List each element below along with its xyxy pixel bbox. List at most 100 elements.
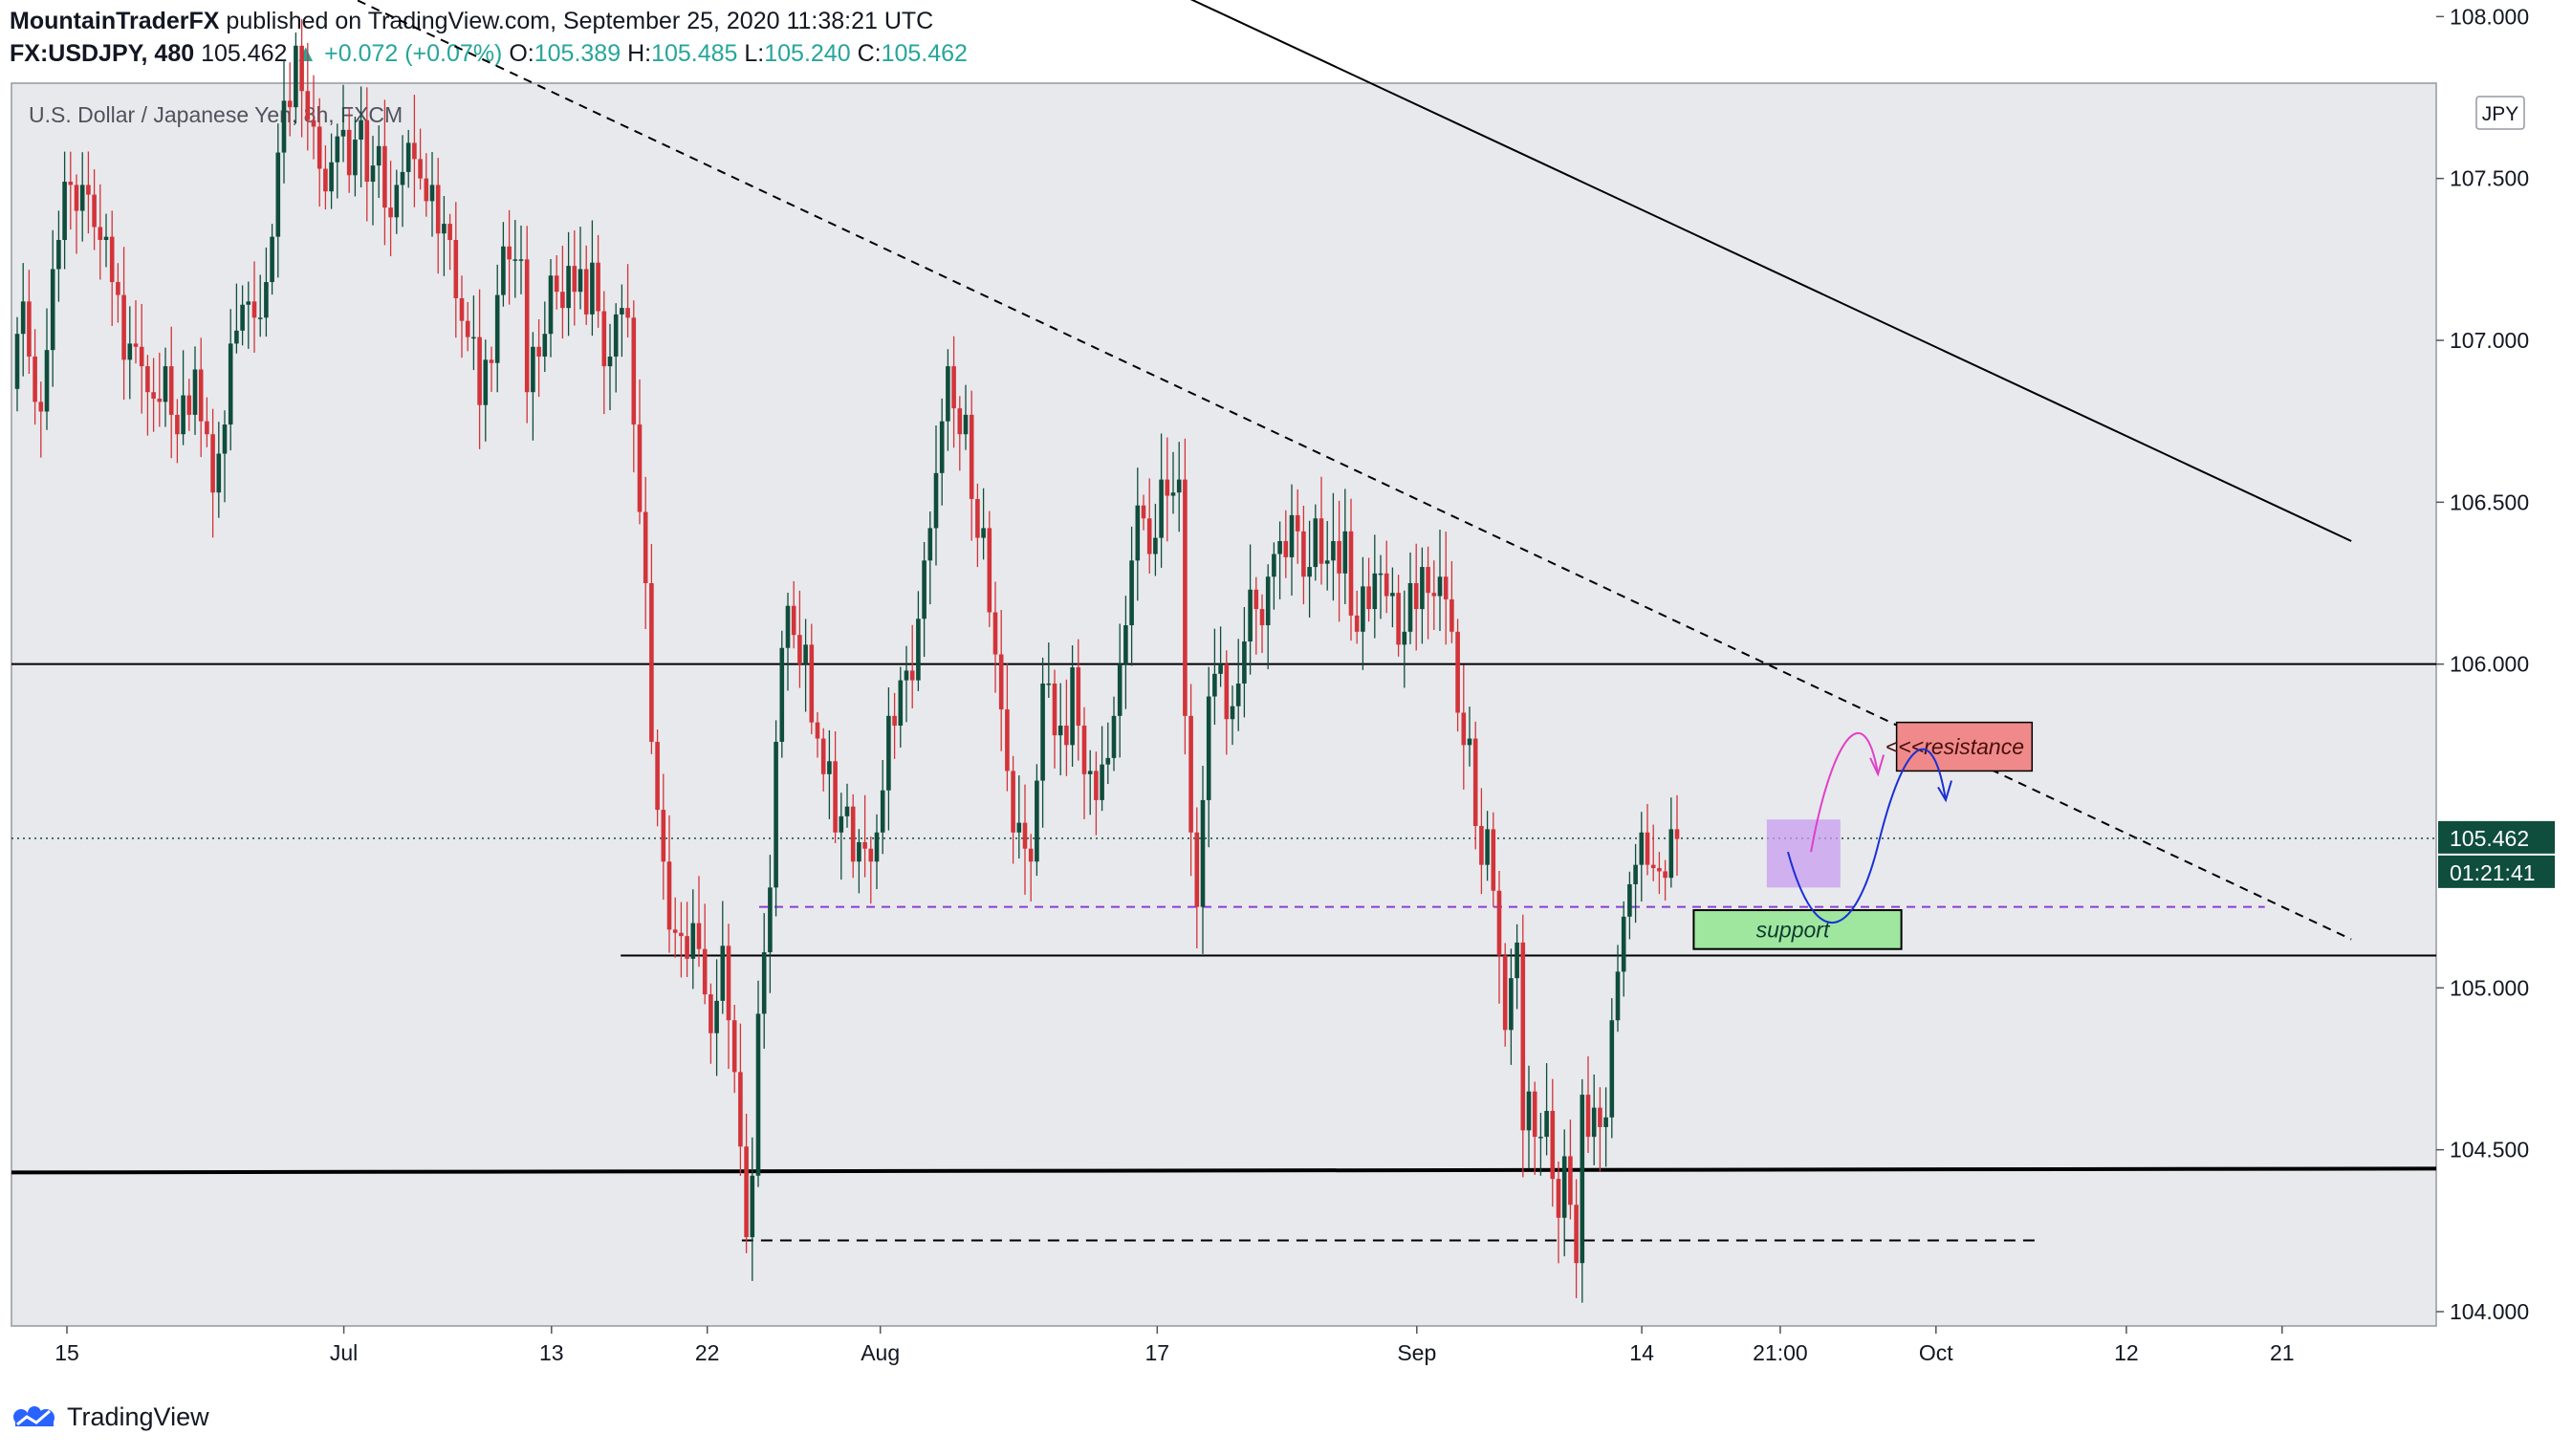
candle-body: [44, 350, 50, 412]
candle-body: [323, 168, 328, 192]
footer: TradingView: [11, 1402, 209, 1432]
candle-body: [1188, 715, 1193, 833]
candle-body: [216, 453, 222, 493]
candle-body: [1361, 586, 1365, 632]
candle-body: [637, 424, 643, 512]
candle-body: [329, 162, 334, 192]
candle-body: [815, 722, 820, 739]
candle-body: [696, 923, 702, 949]
candle-body: [981, 528, 986, 538]
candle-body: [892, 715, 897, 727]
candle-body: [560, 292, 565, 309]
candle-body: [596, 262, 600, 312]
candles: [14, 19, 1680, 1303]
candle-body: [109, 236, 115, 283]
candle-body: [340, 129, 346, 137]
y-tick-label: 104.500: [2450, 1138, 2529, 1163]
candle-body: [731, 1020, 737, 1073]
candle-body: [305, 91, 311, 120]
candle-body: [1218, 663, 1223, 674]
candle-body: [489, 359, 494, 363]
candle-body: [868, 848, 874, 862]
candle-body: [33, 356, 37, 402]
candle-body: [1005, 709, 1010, 771]
candle-body: [157, 398, 163, 402]
pink-arrow-icon: [1869, 754, 1885, 777]
y-tick-label: 105.000: [2450, 975, 2529, 1000]
candle-body: [1532, 1091, 1537, 1138]
candle-body: [1076, 667, 1081, 727]
chart-title: U.S. Dollar / Japanese Yen, 8h, FXCM: [29, 102, 403, 127]
y-tick-label: 107.000: [2450, 328, 2529, 353]
support-zone: [1692, 909, 1903, 950]
candle-body: [768, 887, 773, 953]
candle-body: [257, 317, 263, 319]
candle-body: [1016, 822, 1022, 833]
candle-body: [38, 402, 44, 412]
candle-body: [168, 366, 174, 415]
candle-body: [992, 612, 998, 655]
candle-body: [1141, 505, 1146, 519]
candle-body: [1283, 540, 1289, 557]
countdown-label: 01:21:41: [2450, 860, 2536, 885]
candle-body: [679, 932, 684, 937]
candle-body: [1650, 864, 1656, 869]
last-price-label: 105.462: [2450, 826, 2529, 851]
candle-body: [370, 165, 376, 183]
candle-body: [311, 120, 316, 127]
candle-body: [1568, 1156, 1573, 1206]
candle-body: [1242, 641, 1247, 684]
candle-body: [1426, 567, 1430, 594]
candle-body: [601, 311, 607, 367]
candle-body: [1657, 868, 1662, 872]
footer-brand[interactable]: TradingView: [67, 1402, 209, 1431]
candle-body: [933, 472, 939, 529]
candle-body: [1248, 589, 1253, 641]
candle-body: [827, 761, 832, 774]
candle-body: [471, 337, 476, 339]
symbol-label[interactable]: FX:USDJPY, 480: [10, 40, 195, 67]
candle-body: [1165, 479, 1170, 496]
candle-body: [1663, 871, 1667, 879]
candle-body: [1011, 771, 1015, 833]
candle-body: [857, 841, 861, 862]
x-tick-label: Oct: [1919, 1340, 1953, 1365]
candle-body: [1081, 726, 1087, 774]
candle-body: [1556, 1179, 1561, 1218]
candle-body: [442, 224, 447, 234]
candle-body: [566, 266, 571, 309]
candle-body: [1502, 955, 1508, 1031]
candle-body: [376, 145, 381, 166]
candle-body: [661, 810, 666, 862]
publisher-name[interactable]: MountainTraderFX: [10, 8, 220, 34]
candle-body: [335, 136, 340, 163]
candle-body: [1194, 832, 1200, 907]
candle-body: [655, 741, 660, 811]
tradingview-logo-icon[interactable]: [11, 1402, 57, 1432]
candle-body: [56, 240, 61, 270]
candle-body: [1046, 683, 1052, 685]
x-tick-label: 21:00: [1753, 1340, 1808, 1365]
y-tick-label: 106.000: [2450, 652, 2529, 677]
candle-body: [1485, 829, 1490, 865]
candle-body: [946, 366, 950, 422]
candle-body: [1135, 505, 1141, 561]
candle-body: [1307, 567, 1312, 577]
candle-body: [281, 100, 287, 153]
candle-body: [613, 314, 619, 357]
trendline-dashed: [354, 0, 2352, 941]
candle-body: [909, 670, 915, 681]
candle-body: [1384, 573, 1389, 597]
candle-body: [927, 528, 933, 561]
candle-body: [1455, 631, 1460, 713]
candle-body: [92, 194, 97, 228]
candle-body: [121, 294, 126, 360]
candle-body: [1022, 822, 1028, 849]
y-tick-label: 106.500: [2450, 489, 2529, 514]
candle-body: [886, 715, 891, 791]
candle-body: [353, 140, 358, 176]
candle-body: [453, 240, 459, 298]
candle-body: [916, 619, 921, 681]
